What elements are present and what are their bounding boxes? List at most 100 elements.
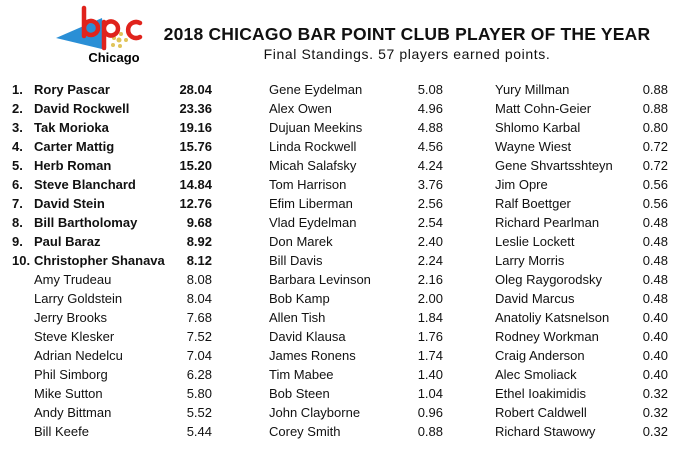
standings-row: 4. Carter Mattig 15.76 xyxy=(12,137,212,156)
player-rank: 6. xyxy=(12,177,23,192)
standings-row: Richard Stawowy 0.32 xyxy=(495,422,668,441)
standings-row: Larry Goldstein 8.04 xyxy=(12,289,212,308)
player-rank: 10. xyxy=(12,253,31,268)
player-name: Corey Smith xyxy=(269,424,341,439)
player-points: 3.76 xyxy=(417,177,443,192)
player-name: Don Marek xyxy=(269,234,333,249)
player-name: Phil Simborg xyxy=(34,367,108,382)
player-points: 7.04 xyxy=(186,348,212,363)
player-points: 0.40 xyxy=(642,367,668,382)
standings-row: Allen Tish 1.84 xyxy=(269,308,443,327)
player-name: Leslie Lockett xyxy=(495,234,575,249)
player-points: 23.36 xyxy=(179,101,212,116)
player-points: 28.04 xyxy=(179,82,212,97)
player-name: Jerry Brooks xyxy=(34,310,107,325)
player-points: 2.54 xyxy=(417,215,443,230)
standings-row: Matt Cohn-Geier 0.88 xyxy=(495,99,668,118)
player-name: Amy Trudeau xyxy=(34,272,112,287)
player-points: 4.88 xyxy=(417,120,443,135)
standings-row: Steve Klesker 7.52 xyxy=(12,327,212,346)
player-rank: 8. xyxy=(12,215,23,230)
standings-column-3: Yury Millman 0.88 Matt Cohn-Geier 0.88 Shlom… xyxy=(495,80,668,441)
standings-row: Craig Anderson 0.40 xyxy=(495,346,668,365)
player-points: 0.88 xyxy=(642,82,668,97)
player-points: 0.72 xyxy=(642,158,668,173)
player-rank: 1. xyxy=(12,82,23,97)
player-name: Adrian Nedelcu xyxy=(34,348,123,363)
player-points: 1.76 xyxy=(417,329,443,344)
player-name: Richard Stawowy xyxy=(495,424,596,439)
player-points: 0.56 xyxy=(642,177,668,192)
player-points: 4.24 xyxy=(417,158,443,173)
player-name: Steve Klesker xyxy=(34,329,115,344)
standings-row: 7. David Stein 12.76 xyxy=(12,194,212,213)
player-points: 0.40 xyxy=(642,310,668,325)
player-name: Vlad Eydelman xyxy=(269,215,357,230)
standings-row: Bill Keefe 5.44 xyxy=(12,422,212,441)
player-points: 7.52 xyxy=(186,329,212,344)
player-name: Mike Sutton xyxy=(34,386,103,401)
player-rank: 3. xyxy=(12,120,23,135)
player-name: David Stein xyxy=(34,196,105,211)
player-name: Robert Caldwell xyxy=(495,405,587,420)
player-name: Jim Opre xyxy=(495,177,548,192)
standings-row: Tom Harrison 3.76 xyxy=(269,175,443,194)
logo-gold-wheel xyxy=(111,32,128,48)
standings-row: Oleg Raygorodsky 0.48 xyxy=(495,270,668,289)
standings-row: Anatoliy Katsnelson 0.40 xyxy=(495,308,668,327)
standings-row: Micah Salafsky 4.24 xyxy=(269,156,443,175)
player-name: Allen Tish xyxy=(269,310,326,325)
player-points: 5.52 xyxy=(186,405,212,420)
standings-row: 3. Tak Morioka 19.16 xyxy=(12,118,212,137)
player-points: 7.68 xyxy=(186,310,212,325)
player-points: 12.76 xyxy=(179,196,212,211)
standings-row: Gene Shvartsshteyn 0.72 xyxy=(495,156,668,175)
player-name: Oleg Raygorodsky xyxy=(495,272,602,287)
player-points: 19.16 xyxy=(179,120,212,135)
player-points: 0.32 xyxy=(642,386,668,401)
player-name: Christopher Shanava xyxy=(34,253,165,268)
player-points: 0.32 xyxy=(642,424,668,439)
player-points: 15.20 xyxy=(179,158,212,173)
player-name: Bill Bartholomay xyxy=(34,215,138,230)
player-points: 1.74 xyxy=(417,348,443,363)
player-name: David Marcus xyxy=(495,291,575,306)
player-name: Wayne Wiest xyxy=(495,139,572,154)
player-name: Andy Bittman xyxy=(34,405,112,420)
player-name: Alex Owen xyxy=(269,101,332,116)
player-name: Gene Shvartsshteyn xyxy=(495,158,613,173)
standings-row: Bob Steen 1.04 xyxy=(269,384,443,403)
player-name: Bill Davis xyxy=(269,253,323,268)
player-points: 5.44 xyxy=(186,424,212,439)
standings-row: Amy Trudeau 8.08 xyxy=(12,270,212,289)
standings-row: Vlad Eydelman 2.54 xyxy=(269,213,443,232)
player-points: 0.48 xyxy=(642,291,668,306)
player-name: Dujuan Meekins xyxy=(269,120,363,135)
standings-column-2: Gene Eydelman 5.08 Alex Owen 4.96 Dujuan Mee… xyxy=(269,80,443,441)
standings-row: Rodney Workman 0.40 xyxy=(495,327,668,346)
player-name: Yury Millman xyxy=(495,82,570,97)
standings-row: 9. Paul Baraz 8.92 xyxy=(12,232,212,251)
standings-row: Dujuan Meekins 4.88 xyxy=(269,118,443,137)
player-points: 8.08 xyxy=(186,272,212,287)
player-name: Ethel Ioakimidis xyxy=(495,386,587,401)
standings-row: Bill Davis 2.24 xyxy=(269,251,443,270)
standings-row: John Clayborne 0.96 xyxy=(269,403,443,422)
standings-row: James Ronens 1.74 xyxy=(269,346,443,365)
standings-row: Bob Kamp 2.00 xyxy=(269,289,443,308)
player-name: James Ronens xyxy=(269,348,356,363)
standings-row: 1. Rory Pascar 28.04 xyxy=(12,80,212,99)
player-name: Efim Liberman xyxy=(269,196,353,211)
player-name: Herb Roman xyxy=(34,158,112,173)
player-points: 0.88 xyxy=(417,424,443,439)
standings-row: Adrian Nedelcu 7.04 xyxy=(12,346,212,365)
standings-row: 2. David Rockwell 23.36 xyxy=(12,99,212,118)
player-points: 8.12 xyxy=(186,253,212,268)
standings-row: Tim Mabee 1.40 xyxy=(269,365,443,384)
standings-row: Larry Morris 0.48 xyxy=(495,251,668,270)
player-points: 1.84 xyxy=(417,310,443,325)
standings-row: Robert Caldwell 0.32 xyxy=(495,403,668,422)
player-name: Shlomo Karbal xyxy=(495,120,581,135)
player-points: 2.00 xyxy=(417,291,443,306)
player-points: 1.40 xyxy=(417,367,443,382)
